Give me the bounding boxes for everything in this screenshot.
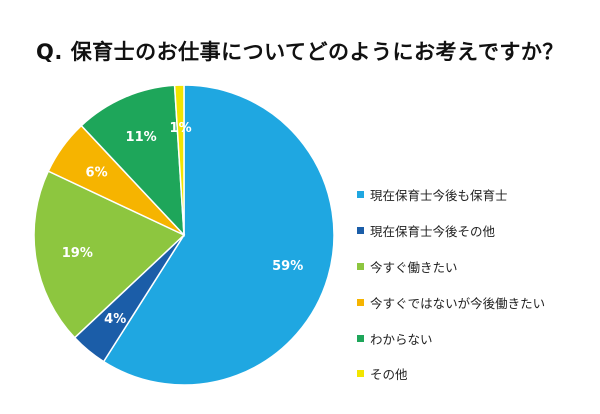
legend-swatch xyxy=(357,334,364,342)
legend-swatch xyxy=(357,191,364,199)
pie-slice-label: 4% xyxy=(104,312,126,327)
legend-item: 今すぐ働きたい xyxy=(357,249,545,285)
legend-item: 現在保育士今後も保育士 xyxy=(357,177,545,213)
pie-slice-label: 19% xyxy=(62,246,93,261)
chart-legend: 現在保育士今後も保育士 現在保育士今後その他 今すぐ働きたい今すぐではないが今後働き… xyxy=(357,177,545,392)
pie-slice xyxy=(80,84,185,238)
pie-slice-label: 59% xyxy=(272,259,303,274)
legend-item: その他 xyxy=(357,356,545,392)
legend-label: 今すぐではないが今後働きたい xyxy=(370,295,546,311)
legend-swatch xyxy=(357,262,364,270)
legend-label: 現在保育士今後も保育士 xyxy=(370,188,508,204)
legend-swatch xyxy=(357,227,364,235)
pie-slice xyxy=(102,84,335,386)
chart-title: Q. 保育士のお仕事についてどのようにお考えですか？ xyxy=(36,40,564,64)
legend-item: 現在保育士今後その他 xyxy=(357,213,545,249)
legend-item: 今すぐではないが今後働きたい xyxy=(357,284,545,320)
legend-label: 今すぐ働きたい xyxy=(370,259,458,275)
pie-slice xyxy=(173,84,185,236)
pie-slices xyxy=(33,84,335,386)
pie-slice-label: 11% xyxy=(126,130,157,145)
pie-slice-labels: 59% 4% 19% 6% 11% 1% xyxy=(62,121,304,327)
legend-swatch xyxy=(357,370,364,378)
legend-item: わからない xyxy=(357,320,545,356)
pie-slice-label: 1% xyxy=(170,121,192,136)
pie-slice xyxy=(33,170,186,339)
legend-swatch xyxy=(357,298,364,306)
legend-label: 現在保育士今後その他 xyxy=(370,224,496,240)
legend-label: その他 xyxy=(370,367,408,383)
legend-label: わからない xyxy=(370,331,433,347)
pie-slice-label: 6% xyxy=(86,166,108,181)
